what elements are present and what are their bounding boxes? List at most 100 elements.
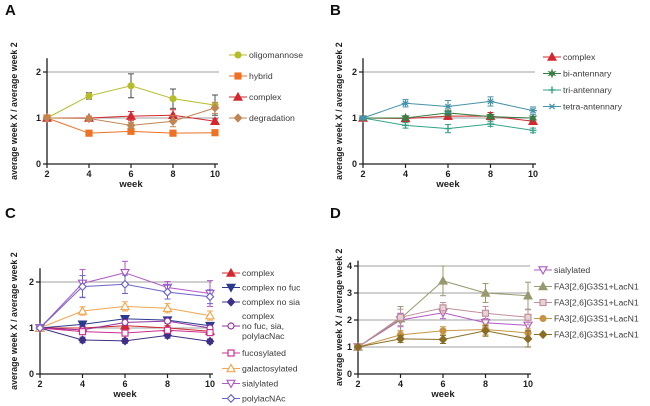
legend-label: complex xyxy=(563,52,596,62)
x-tick-label: 10 xyxy=(528,169,538,179)
y-axis-label: average week X / average week 2 xyxy=(9,252,19,390)
panel-D: D 0 1 2 3 4 2 4 6 8 10 week average week X / averag… xyxy=(325,203,650,406)
legend-label: complex xyxy=(249,92,282,102)
legend-item: complex xyxy=(229,91,282,102)
chart-D: 0 1 2 3 4 2 4 6 8 10 week average week X / average … xyxy=(334,248,639,400)
legend-item: complex xyxy=(543,51,596,62)
legend-item: fucosylated xyxy=(222,348,286,358)
y-tick-label: 0 xyxy=(36,159,41,169)
legend-item: galactosylated xyxy=(222,363,298,374)
legend: oligomannose hybrid complex degradation xyxy=(229,50,303,123)
legend-item: FA3[2,6]G3S1+LacN1 xyxy=(534,330,639,340)
legend-item: FA3[2,6]G3S1+LacN1 xyxy=(534,314,639,324)
legend: complex bi-antennary tri-antennary tetra-an… xyxy=(543,51,623,112)
x-axis-label: week xyxy=(430,389,455,400)
x-tick-label: 2 xyxy=(37,379,42,389)
legend-label: FA3[2,6]G3S1+LacN1 xyxy=(554,282,639,292)
y-tick-label: 1 xyxy=(29,323,34,333)
x-tick-label: 8 xyxy=(483,379,488,389)
legend-label: FA3[2,6]G3S1+LacN1 xyxy=(554,330,639,340)
legend-item: complex no fuc xyxy=(222,283,301,293)
series-tri-antennary xyxy=(359,114,537,134)
x-tick-label: 6 xyxy=(122,379,127,389)
panel-letter-A: A xyxy=(5,2,16,19)
y-tick-label: 3 xyxy=(347,288,352,298)
legend: complex complex no fuc complex no sia compl… xyxy=(222,267,301,404)
panel-B: B 0 1 2 2 4 6 8 10 week average week X / average … xyxy=(325,0,650,203)
legend-label: complex xyxy=(242,311,275,321)
panel-letter-B: B xyxy=(330,2,341,19)
y-tick-label: 0 xyxy=(29,369,34,379)
legend-item: sialylated xyxy=(222,379,278,389)
legend-item: polylacNAc xyxy=(222,394,286,404)
legend-item: sialylated xyxy=(534,265,590,276)
legend-label: fucosylated xyxy=(242,348,286,358)
panel-C: C 0 1 2 2 4 6 8 10 week average week X / average … xyxy=(0,203,325,406)
y-axis-label: average week X / average week 2 xyxy=(334,42,344,180)
series-polylacnac xyxy=(35,274,215,333)
legend-label: complex no fuc xyxy=(242,283,301,293)
y-tick-label: 2 xyxy=(36,67,41,77)
series-fa3-2-6-g3s1-lacn1 xyxy=(354,301,532,351)
y-tick-label: 2 xyxy=(352,67,357,77)
y-tick-label: 1 xyxy=(352,113,357,123)
legend-label: hybrid xyxy=(249,71,273,81)
x-tick-label: 2 xyxy=(44,169,49,179)
x-tick-label: 4 xyxy=(403,169,408,179)
chart-B: 0 1 2 2 4 6 8 10 week average week X / average we… xyxy=(334,42,623,190)
legend-item: complex no sia xyxy=(222,297,300,307)
y-tick-label: 4 xyxy=(347,261,352,271)
legend: sialylated FA3[2,6]G3S1+LacN1 FA3[2,6]G3S1… xyxy=(534,265,639,340)
chart-C: 0 1 2 2 4 6 8 10 week average week X / average we… xyxy=(9,252,301,404)
legend-item: FA3[2,6]G3S1+LacN1 xyxy=(534,298,639,308)
legend-label: tri-antennary xyxy=(563,85,612,95)
y-tick-label: 2 xyxy=(347,315,352,325)
x-tick-label: 4 xyxy=(398,379,403,389)
x-tick-label: 8 xyxy=(165,379,170,389)
x-tick-label: 10 xyxy=(205,379,215,389)
legend-item: bi-antennary xyxy=(543,68,612,79)
x-tick-label: 6 xyxy=(445,169,450,179)
axes: 0 1 2 2 4 6 8 10 week average week X / average we… xyxy=(334,42,538,190)
legend-label: complex xyxy=(242,268,275,278)
x-tick-label: 2 xyxy=(360,169,365,179)
legend-item: tetra-antennary xyxy=(543,102,623,112)
x-tick-label: 6 xyxy=(128,169,133,179)
x-tick-label: 6 xyxy=(440,379,445,389)
series-degradation xyxy=(42,101,220,130)
x-tick-label: 8 xyxy=(488,169,493,179)
legend-item: FA3[2,6]G3S1+LacN1 xyxy=(534,281,639,292)
legend-item: complex xyxy=(222,267,275,278)
x-tick-label: 4 xyxy=(86,169,91,179)
x-tick-label: 8 xyxy=(170,169,175,179)
series-tetra-antennary xyxy=(359,96,537,122)
legend-label: no fuc, sia, xyxy=(242,321,284,331)
x-tick-label: 10 xyxy=(210,169,220,179)
y-tick-label: 1 xyxy=(36,113,41,123)
y-tick-label: 0 xyxy=(352,159,357,169)
legend-label: polylacNac xyxy=(242,331,285,341)
legend-label: polylacNAc xyxy=(242,394,286,404)
x-tick-label: 4 xyxy=(80,379,85,389)
y-tick-label: 2 xyxy=(29,277,34,287)
legend-item: tri-antennary xyxy=(543,85,612,95)
legend-label: bi-antennary xyxy=(563,69,612,79)
legend-label: oligomannose xyxy=(249,50,303,60)
x-axis-label: week xyxy=(435,179,460,190)
legend-label: FA3[2,6]G3S1+LacN1 xyxy=(554,314,639,324)
x-axis-label: week xyxy=(112,389,137,400)
legend-item: oligomannose xyxy=(229,50,303,60)
panel-A: A 0 1 2 2 4 6 8 10 week average week X / average … xyxy=(0,0,325,203)
series-fa3-2-6-g3s1-lacn1 xyxy=(353,324,533,352)
legend-label: sialylated xyxy=(554,265,590,275)
legend-item: hybrid xyxy=(229,71,273,81)
legend-label: complex no sia xyxy=(242,297,300,307)
panel-letter-D: D xyxy=(330,205,341,222)
panel-letter-C: C xyxy=(5,205,16,222)
x-tick-label: 10 xyxy=(523,379,533,389)
axes: 0 1 2 2 4 6 8 10 week average week X / average we… xyxy=(9,42,220,190)
x-tick-label: 2 xyxy=(355,379,360,389)
legend-label: galactosylated xyxy=(242,364,298,374)
